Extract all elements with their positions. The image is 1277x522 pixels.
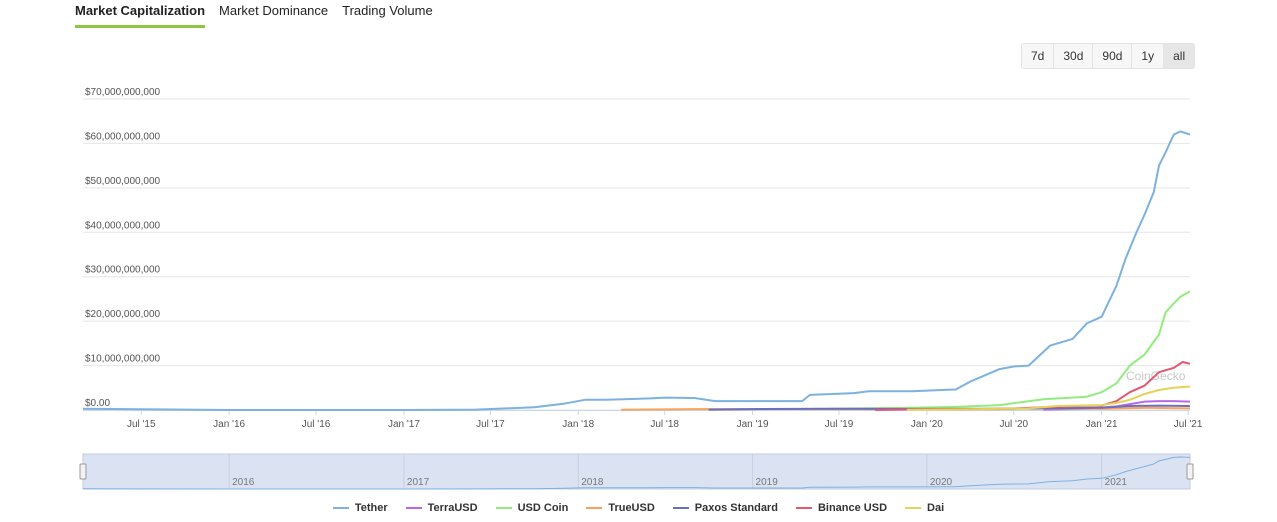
- x-tick-label: Jul '21: [1174, 419, 1203, 430]
- y-tick-label: $60,000,000,000: [85, 131, 161, 142]
- navigator-left-handle[interactable]: [79, 463, 87, 480]
- legend-item-dai[interactable]: Dai: [905, 502, 944, 514]
- x-tick-label: Jan '21: [1086, 419, 1118, 430]
- legend-item-trueusd[interactable]: TrueUSD: [586, 502, 655, 514]
- navigator-year-label: 2019: [756, 477, 779, 488]
- legend-item-paxos-standard[interactable]: Paxos Standard: [672, 502, 778, 514]
- series-line-dai[interactable]: [906, 385, 1191, 411]
- navigator-year-label: 2020: [930, 477, 953, 488]
- tab-market-dominance[interactable]: Market Dominance: [219, 3, 329, 18]
- legend-label: USD Coin: [517, 502, 569, 514]
- legend-swatch: [586, 507, 603, 509]
- x-tick-label: Jul '19: [825, 419, 854, 430]
- tab-market-capitalization[interactable]: Market Capitalization: [75, 0, 206, 28]
- legend-item-usd-coin[interactable]: USD Coin: [495, 502, 569, 514]
- series-line-usd-coin[interactable]: [708, 290, 1191, 411]
- legend-label: Binance USD: [817, 502, 888, 514]
- x-tick-label: Jul '16: [302, 419, 331, 430]
- chart-tabs: Market Capitalization Market Dominance Tra…: [75, 0, 447, 28]
- x-tick-label: Jan '17: [388, 419, 420, 430]
- y-tick-label: $70,000,000,000: [85, 87, 161, 98]
- legend-label: Dai: [927, 502, 945, 514]
- range-1y-button[interactable]: 1y: [1132, 44, 1165, 68]
- legend: Tether TerraUSD USD Coin TrueUSD Paxos Stand…: [0, 502, 1277, 514]
- legend-swatch: [672, 507, 689, 509]
- range-all-button[interactable]: all: [1164, 44, 1195, 68]
- range-90d-button[interactable]: 90d: [1093, 44, 1133, 68]
- x-tick-label: Jul '20: [999, 419, 1028, 430]
- x-tick-label: Jan '20: [911, 419, 943, 430]
- y-tick-label: $40,000,000,000: [85, 220, 161, 231]
- legend-swatch: [905, 507, 922, 509]
- legend-label: TrueUSD: [608, 502, 655, 514]
- legend-label: Paxos Standard: [694, 502, 778, 514]
- y-tick-label: $30,000,000,000: [85, 265, 161, 276]
- tab-trading-volume[interactable]: Trading Volume: [342, 3, 433, 18]
- legend-swatch: [332, 507, 349, 509]
- y-tick-label: $0.00: [85, 398, 110, 409]
- navigator-year-label: 2021: [1105, 477, 1128, 488]
- x-tick-label: Jul '17: [476, 419, 505, 430]
- legend-item-tether[interactable]: Tether: [332, 502, 388, 514]
- navigator[interactable]: 2016 2017 2018 2019 2020 2021: [79, 453, 1194, 490]
- market-cap-chart: $0.00 $10,000,000,000 $20,000,000,000 $30,0…: [79, 87, 1203, 490]
- navigator-year-label: 2017: [407, 477, 430, 488]
- legend-swatch: [795, 507, 812, 509]
- y-tick-label: $20,000,000,000: [85, 309, 161, 320]
- series-line-tether[interactable]: [82, 130, 1191, 411]
- navigator-right-handle[interactable]: [1186, 463, 1194, 480]
- x-tick-label: Jul '15: [127, 419, 156, 430]
- x-tick-label: Jan '18: [562, 419, 594, 430]
- range-7d-button[interactable]: 7d: [1022, 44, 1055, 68]
- legend-label: Tether: [354, 502, 388, 514]
- y-tick-label: $10,000,000,000: [85, 354, 161, 365]
- x-tick-label: Jul '18: [650, 419, 679, 430]
- x-tick-label: Jan '19: [737, 419, 769, 430]
- navigator-year-label: 2016: [232, 477, 255, 488]
- legend-swatch: [405, 507, 422, 509]
- navigator-year-label: 2018: [581, 477, 604, 488]
- navigator-mask[interactable]: [82, 453, 1191, 490]
- navigator-series-line: [82, 456, 1191, 490]
- legend-item-terrausd[interactable]: TerraUSD: [405, 502, 478, 514]
- legend-swatch: [495, 507, 512, 509]
- legend-item-binance-usd[interactable]: Binance USD: [795, 502, 888, 514]
- x-tick-label: Jan '16: [213, 419, 245, 430]
- range-selector: 7d 30d 90d 1y all: [1021, 43, 1196, 69]
- y-tick-label: $50,000,000,000: [85, 176, 161, 187]
- range-30d-button[interactable]: 30d: [1054, 44, 1094, 68]
- legend-label: TerraUSD: [427, 502, 478, 514]
